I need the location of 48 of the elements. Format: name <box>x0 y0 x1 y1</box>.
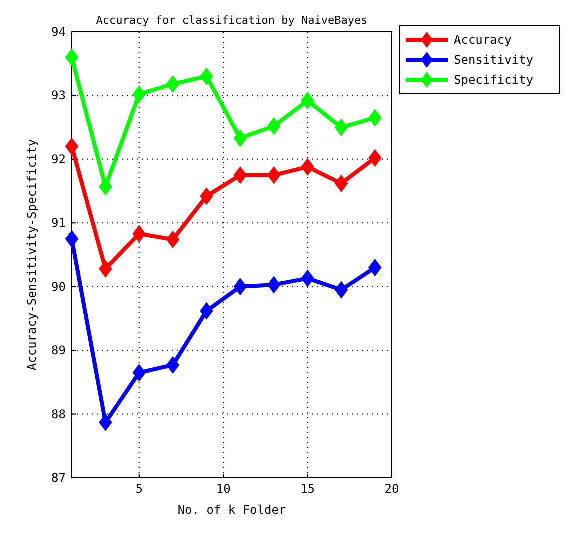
point <box>132 86 146 103</box>
point <box>99 178 112 196</box>
point <box>234 278 247 296</box>
point <box>334 175 348 192</box>
point <box>200 188 214 205</box>
point <box>268 166 281 184</box>
chart-title: Accuracy for classification by NaiveBayes <box>96 14 368 27</box>
point <box>166 76 180 93</box>
point <box>200 302 214 320</box>
point <box>301 158 314 176</box>
point <box>334 282 348 299</box>
point <box>99 414 112 432</box>
point <box>234 166 247 184</box>
x-tick-label: 20 <box>384 482 400 496</box>
legend-label: Sensitivity <box>454 53 534 67</box>
y-tick-label: 92 <box>52 152 66 166</box>
y-tick-label: 94 <box>52 25 66 39</box>
x-tick-label: 15 <box>300 482 316 496</box>
point <box>66 230 78 248</box>
legend-label: Specificity <box>454 73 534 87</box>
y-axis-title: Accuracy-Sensitivity-Specificity <box>25 139 39 371</box>
point <box>368 110 382 127</box>
y-tick-label: 88 <box>52 407 66 422</box>
point <box>166 356 180 374</box>
point <box>66 48 78 66</box>
x-tick-label: 10 <box>216 482 231 496</box>
y-tick-label: 87 <box>52 471 66 485</box>
point <box>268 276 281 294</box>
point <box>200 68 214 86</box>
point <box>368 259 382 276</box>
y-tick-label: 93 <box>52 88 66 103</box>
point <box>132 225 146 242</box>
point <box>99 260 112 278</box>
point <box>132 364 146 382</box>
point <box>66 138 78 156</box>
x-tick-label: 5 <box>136 482 143 496</box>
y-tick-label: 91 <box>52 216 66 230</box>
y-tick-label: 90 <box>52 280 66 294</box>
point <box>301 270 314 288</box>
point <box>368 150 382 167</box>
point <box>334 119 348 136</box>
point <box>301 92 314 110</box>
point <box>166 231 180 248</box>
x-axis-title: No. of k Folder <box>178 503 286 517</box>
point <box>268 118 281 135</box>
point <box>234 130 247 147</box>
y-tick-label: 89 <box>52 344 66 358</box>
legend-label: Accuracy <box>454 33 512 47</box>
